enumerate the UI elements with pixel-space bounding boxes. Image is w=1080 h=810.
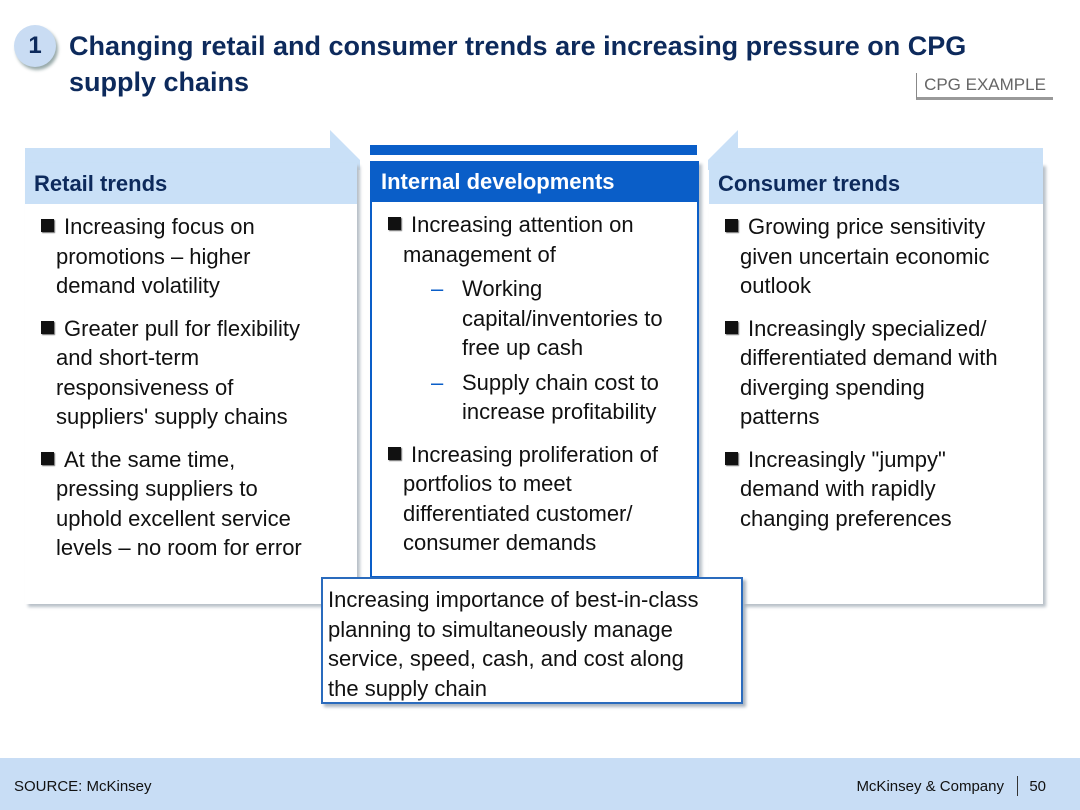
bullet-square-icon [388,217,401,230]
panel-consumer-trends: Consumer trends Growing price sensitivity… [709,163,1043,604]
bullet-square-icon [41,451,54,465]
callout-line: the supply chain [328,675,487,701]
left-arrow-band [25,130,360,170]
sub-bullet-item: – Supply chain cost to increase profitabil… [403,368,697,427]
bullet-item: At the same time, pressing suppliers to up… [25,445,357,563]
bullet-line: outlook [740,273,811,298]
panel-header: Consumer trends [709,163,1043,204]
bullet-line: Greater pull for flexibility [64,315,300,341]
callout-box: Increasing importance of best-in-class p… [321,577,743,704]
bullet-line: patterns [740,404,820,429]
bullet-line: At the same time, [64,446,236,472]
dash-icon: – [431,276,444,301]
bullet-item: Increasingly specialized/differentiated … [709,314,1043,432]
panel-body: Increasing focus on promotions – higher de… [25,204,357,563]
slide-title: Changing retail and consumer trends are … [69,28,966,100]
bullet-line: responsiveness of [56,374,234,400]
right-arrow-band [708,130,1043,170]
panel-header: Retail trends [25,163,357,204]
bullet-line: Increasingly "jumpy" [748,446,946,472]
bullet-item: Increasing attention on management of – Wor… [372,210,697,427]
bullet-line: Growing price sensitivity [748,214,986,239]
panel-header: Internal developments [372,161,697,202]
sub-bullet-line: capital/inventories to [462,305,663,331]
bullet-line: uphold excellent service [56,505,291,531]
bullet-item: Increasingly "jumpy" demand with rapidly c… [709,445,1043,534]
bullet-square-icon [41,219,54,232]
bullet-line: given uncertain economic [740,243,990,269]
bullet-line: diverging spending [740,374,925,400]
bullet-line: Increasing focus on [64,214,255,239]
bullet-item: Greater pull for flexibility and short-te… [25,314,357,432]
title-line: supply chains [69,67,250,97]
bullet-line: demand with rapidly [740,476,936,501]
arrow-bands [25,130,1043,170]
bullet-line: Increasing proliferation of [411,441,659,467]
bullet-line: Increasing attention on [411,212,634,237]
bullet-line: portfolios to meet [403,471,572,496]
cpg-example-tag: CPG EXAMPLE [916,73,1053,100]
slide-number-badge: 1 [14,25,56,67]
sub-bullet-line: Working [462,276,543,301]
sub-bullet-line: Supply chain cost to [462,369,659,395]
callout-line: Increasing importance of best-in-class [328,587,699,612]
panel-internal-developments: Internal developments Increasing attentio… [370,161,699,578]
brand-name: McKinsey & Company [856,778,1004,795]
page-number: 50 [1029,778,1046,795]
bullet-line: changing preferences [740,505,952,531]
panel-body: Growing price sensitivity given uncertain… [709,204,1043,533]
bullet-line: management of [403,241,556,267]
bullet-line: demand volatility [56,273,220,298]
callout-line: planning to simultaneously manage [328,616,673,642]
title-line: Changing retail and consumer trends are … [69,31,967,61]
bullet-line: differentiated demand with [740,345,998,370]
sub-bullet-line: free up cash [462,335,584,360]
panel-retail-trends: Retail trends Increasing focus on promotio… [25,163,357,604]
bullet-item: Increasing proliferation of portfolios to… [372,440,697,558]
bullet-square-icon [725,219,738,232]
bullet-line: suppliers' supply chains [56,404,288,429]
bullet-item: Increasing focus on promotions – higher de… [25,212,357,301]
panel-body: Increasing attention on management of – Wor… [372,202,697,558]
sub-bullet-item: – Working capital/inventories to free up ca… [403,274,697,363]
footer-divider [1017,776,1018,796]
sub-bullet-line: increase profitability [462,399,657,424]
bullet-line: Increasingly specialized/ [748,315,987,341]
bullet-square-icon [725,451,738,465]
middle-top-bar [370,145,697,155]
bullet-item: Growing price sensitivity given uncertain… [709,212,1043,301]
bullet-line: consumer demands [403,530,597,555]
bullet-line: and short-term [56,345,200,370]
bullet-square-icon [41,320,54,334]
callout-line: service, speed, cash, and cost along [328,646,684,671]
dash-icon: – [431,369,444,395]
bullet-line: levels – no room for error [56,535,302,560]
footer: SOURCE: McKinsey McKinsey & Company 50 [0,758,1080,810]
bullet-square-icon [725,320,738,334]
bullet-line: differentiated customer/ [403,500,633,526]
source-note: SOURCE: McKinsey [14,778,152,795]
bullet-square-icon [388,446,401,460]
bullet-line: pressing suppliers to [56,476,258,501]
bullet-line: promotions – higher [56,243,251,269]
